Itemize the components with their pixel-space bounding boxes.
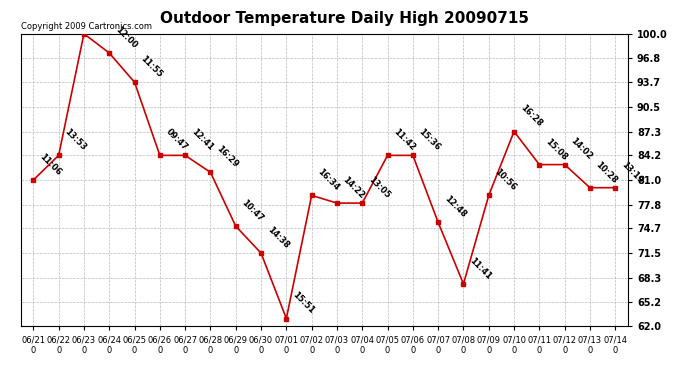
Text: 09:47: 09:47: [164, 128, 189, 153]
Text: 11:55: 11:55: [139, 54, 164, 80]
Text: 16:34: 16:34: [316, 167, 341, 193]
Text: 15:08: 15:08: [544, 136, 569, 162]
Text: 11:41: 11:41: [468, 256, 493, 281]
Text: 14:22: 14:22: [341, 175, 366, 200]
Text: 11:42: 11:42: [392, 127, 417, 153]
Text: 15:36: 15:36: [417, 127, 442, 153]
Text: 12:00: 12:00: [113, 25, 139, 50]
Text: 10:47: 10:47: [240, 198, 265, 223]
Text: 10:56: 10:56: [493, 167, 518, 193]
Text: 15:51: 15:51: [290, 290, 316, 316]
Text: 16:29: 16:29: [215, 144, 240, 170]
Text: 14:38: 14:38: [265, 225, 290, 251]
Text: 14:02: 14:02: [569, 136, 594, 162]
Text: 11:06: 11:06: [37, 152, 63, 177]
Text: 13:53: 13:53: [63, 128, 88, 153]
Text: 12:48: 12:48: [442, 194, 468, 219]
Text: 10:28: 10:28: [594, 160, 620, 185]
Text: Outdoor Temperature Daily High 20090715: Outdoor Temperature Daily High 20090715: [161, 11, 529, 26]
Text: Copyright 2009 Cartronics.com: Copyright 2009 Cartronics.com: [21, 22, 152, 31]
Text: 13:05: 13:05: [366, 175, 392, 200]
Text: 16:28: 16:28: [518, 104, 544, 129]
Text: 12:41: 12:41: [189, 127, 215, 153]
Text: 13:19: 13:19: [620, 160, 644, 185]
